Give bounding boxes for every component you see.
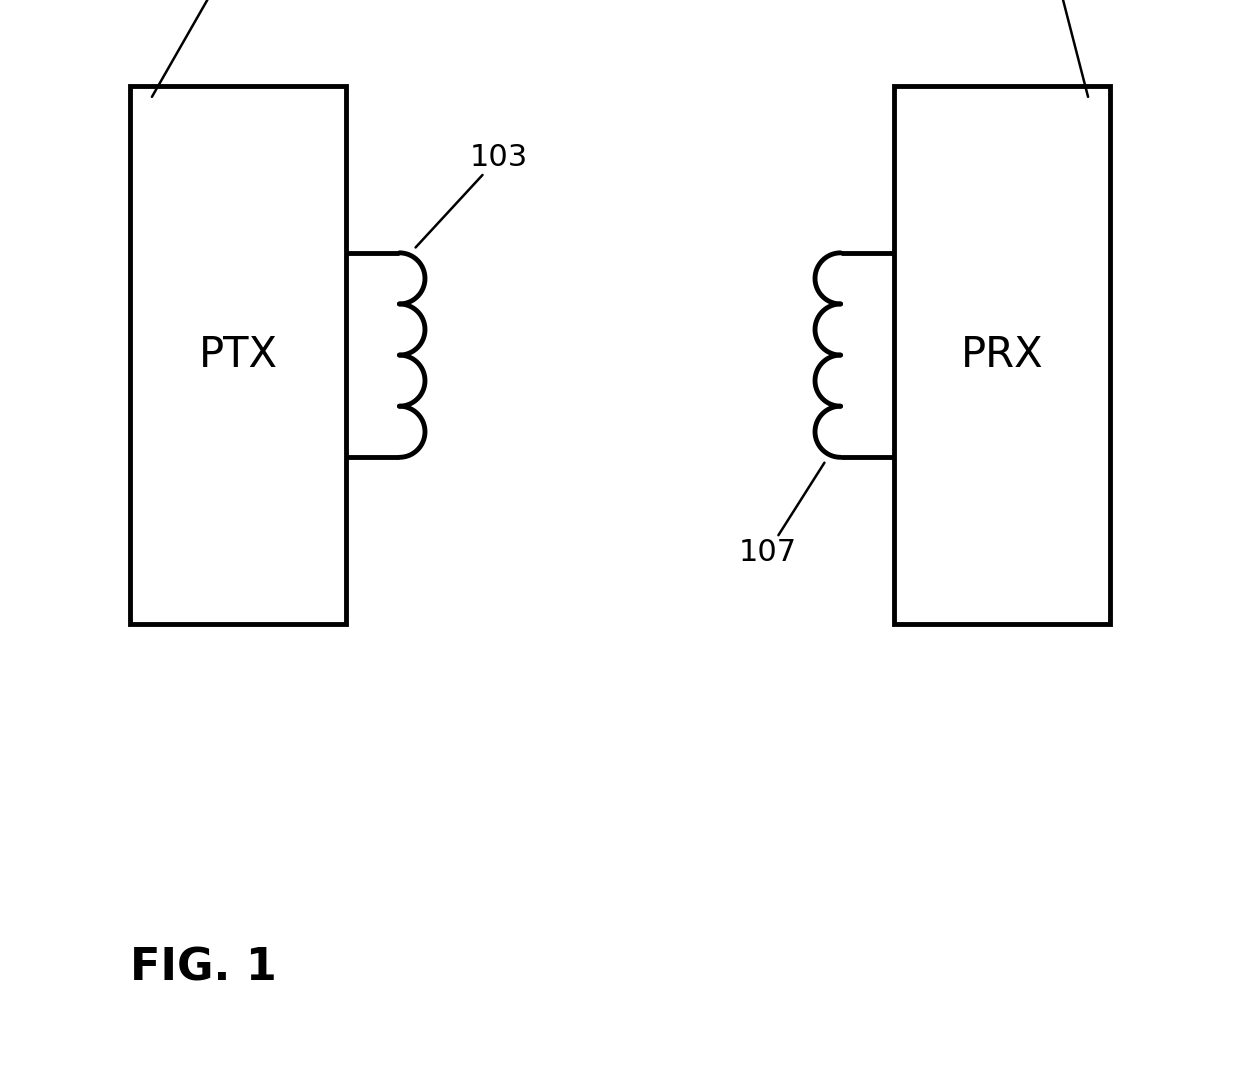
Bar <box>894 86 1110 624</box>
Text: 103: 103 <box>415 143 527 247</box>
Text: 107: 107 <box>738 463 825 567</box>
Text: 101: 101 <box>153 0 248 97</box>
Text: PTX: PTX <box>198 334 278 377</box>
Text: PRX: PRX <box>961 334 1043 377</box>
Bar <box>130 86 346 624</box>
Text: 105: 105 <box>1029 0 1087 97</box>
Text: FIG. 1: FIG. 1 <box>130 947 278 990</box>
